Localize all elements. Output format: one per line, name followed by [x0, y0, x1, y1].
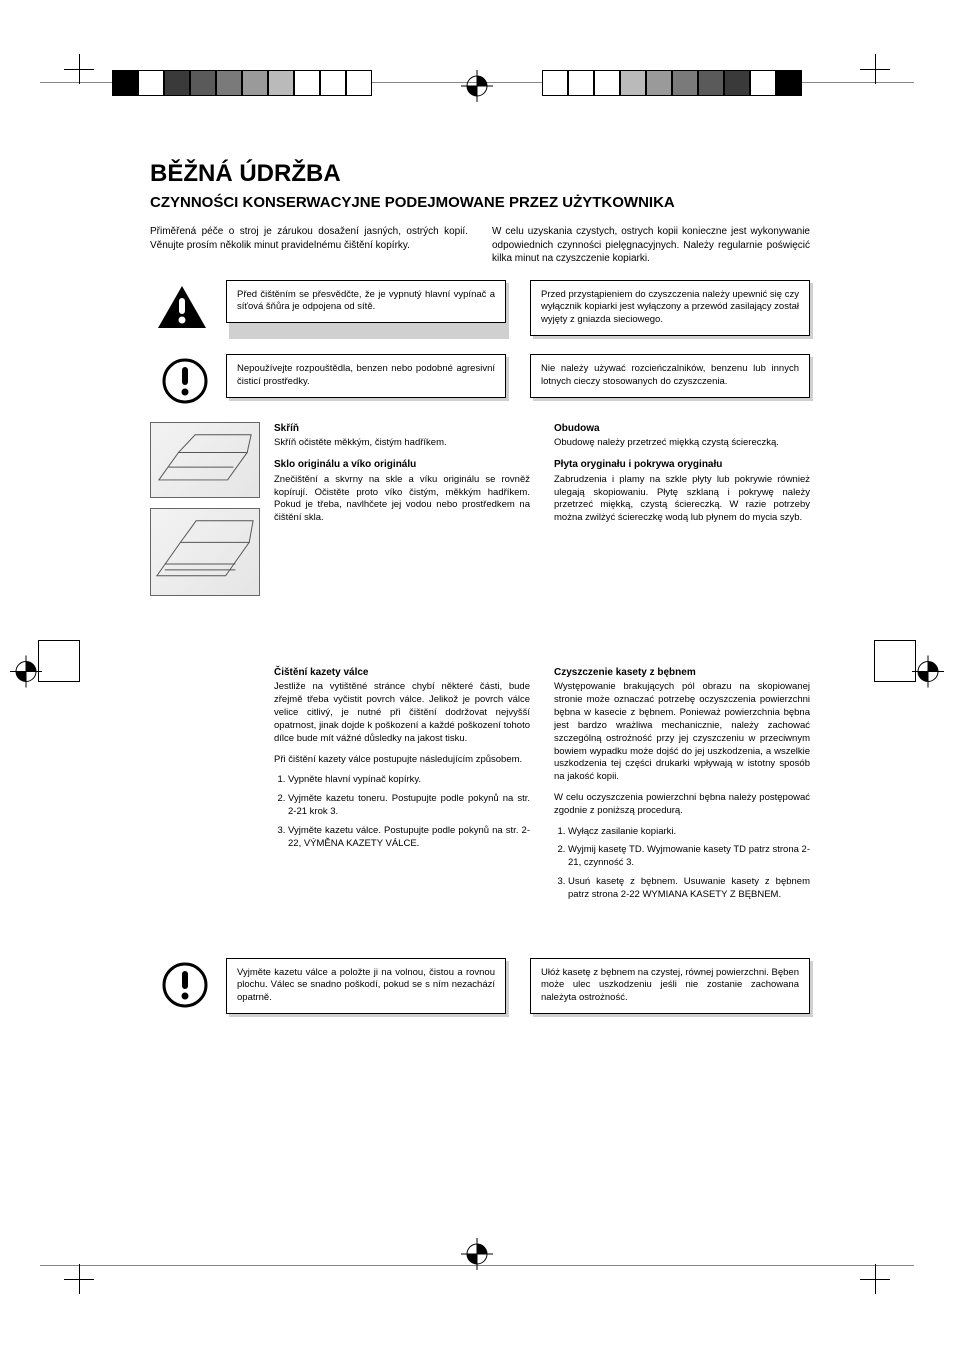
caution-circle-icon	[150, 958, 208, 1008]
drum-p1-cz: Jestliže na vytištěné stránce chybí někt…	[274, 681, 530, 745]
registration-mark-right	[912, 656, 944, 693]
caution1-box-cz: Nepoužívejte rozpouštědla, benzen nebo p…	[226, 354, 506, 398]
page-title: BĚŽNÁ ÚDRŽBA	[150, 160, 810, 188]
caution2-box-cz: Vyjměte kazetu válce a položte ji na vol…	[226, 958, 506, 1014]
warning-triangle-icon	[150, 280, 208, 330]
drum-p1-pl: Występowanie brakujących pól obrazu na s…	[554, 681, 810, 784]
page-content: BĚŽNÁ ÚDRŽBA CZYNNOŚCI KONSERWACYJNE POD…	[150, 160, 810, 1032]
glass-p-cz: Znečištění a skvrny na skle a víku origi…	[274, 474, 530, 525]
glass-p-pl: Zabrudzenia i plamy na szkle płyty lub p…	[554, 474, 810, 525]
intro-cz: Přiměřená péče o stroj je zárukou dosaže…	[150, 225, 468, 266]
intro-pl: W celu uzyskania czystych, ostrych kopii…	[492, 225, 810, 266]
warning-box-pl: Przed przystąpieniem do czyszczenia nale…	[530, 280, 810, 336]
registration-mark-top	[461, 70, 493, 107]
caution-circle-icon	[150, 354, 208, 404]
drum-p2-cz: Při čištění kazety válce postupujte násl…	[274, 754, 530, 767]
crop-mark-br	[860, 1264, 890, 1294]
drum-li1-cz: Vypněte hlavní vypínač kopírky.	[288, 774, 530, 787]
cabinet-h-cz: Skříň	[274, 422, 530, 436]
copier-top-illustration	[150, 422, 260, 498]
crop-mark-tr	[860, 54, 890, 84]
cabinet-p-cz: Skříň očistěte měkkým, čistým hadříkem.	[274, 437, 530, 450]
drum-li1-pl: Wyłącz zasilanie kopiarki.	[568, 826, 810, 839]
cabinet-h-pl: Obudowa	[554, 422, 810, 436]
drum-h-cz: Čištění kazety válce	[274, 666, 530, 680]
glass-h-pl: Płyta oryginału i pokrywa oryginału	[554, 458, 810, 472]
bottom-printers-marks	[0, 1238, 954, 1278]
caution2-box-pl: Ułóż kasetę z bębnem na czystej, równej …	[530, 958, 810, 1014]
caution1-box-pl: Nie należy używać rozcieńczalników, benz…	[530, 354, 810, 398]
drum-li2-pl: Wyjmij kasetę TD. Wyjmowanie kasety TD p…	[568, 844, 810, 870]
copier-glass-illustration	[150, 508, 260, 596]
drum-p2-pl: W celu oczyszczenia powierzchni bębna na…	[554, 792, 810, 818]
registration-mark-bottom	[461, 1238, 493, 1275]
drum-li2-cz: Vyjměte kazetu toneru. Postupujte podle …	[288, 793, 530, 819]
drum-h-pl: Czyszczenie kasety z bębnem	[554, 666, 810, 680]
warning-box-cz: Před čištěním se přesvědčte, že je vypnu…	[226, 280, 506, 324]
glass-h-cz: Sklo originálu a víko originálu	[274, 458, 530, 472]
crop-mark-tl	[64, 54, 94, 84]
top-printers-marks	[0, 70, 954, 110]
drum-li3-cz: Vyjměte kazetu válce. Postupujte podle p…	[288, 825, 530, 851]
gutter-mark-left	[38, 640, 80, 682]
drum-li3-pl: Usuń kasetę z bębnem. Usuwanie kasety z …	[568, 876, 810, 902]
crop-mark-bl	[64, 1264, 94, 1294]
cabinet-p-pl: Obudowę należy przetrzeć miękką czystą ś…	[554, 437, 810, 450]
gutter-mark-right	[874, 640, 916, 682]
page-subtitle: CZYNNOŚCI KONSERWACYJNE PODEJMOWANE PRZE…	[150, 194, 810, 211]
